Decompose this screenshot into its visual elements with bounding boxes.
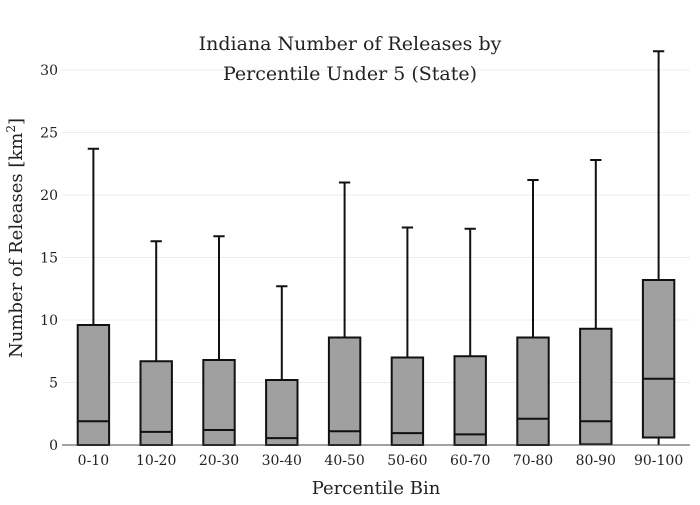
iqr-box <box>641 279 676 439</box>
x-tick-label: 40-50 <box>324 453 364 469</box>
x-tick-label: 30-40 <box>262 453 302 469</box>
x-tick-label: 80-90 <box>576 453 616 469</box>
iqr-box <box>453 355 487 446</box>
box-plot-item <box>516 179 550 446</box>
chart-title-line-1: Indiana Number of Releases by <box>199 33 502 55</box>
box-plot-item <box>327 181 362 446</box>
y-axis-title-main: Number of Releases [km <box>6 133 27 358</box>
y-tick-label: 5 <box>49 376 58 392</box>
x-tick-label: 70-80 <box>513 453 553 469</box>
chart-title-line-2: Percentile Under 5 (State) <box>223 63 477 85</box>
box-plot-item <box>265 285 299 446</box>
x-tick-labels: 0-10 10-20 20-30 30-40 40-50 50-60 60-70 70-80 8… <box>78 453 684 469</box>
iqr-box <box>265 379 299 446</box>
x-tick-label: 50-60 <box>387 453 427 469</box>
x-tick-label: 20-30 <box>199 453 239 469</box>
y-tick-labels: 0 5 10 15 20 25 30 <box>40 63 58 454</box>
box-plot-item <box>139 240 173 446</box>
iqr-box <box>579 327 613 446</box>
iqr-box <box>390 356 425 446</box>
x-tick-label: 0-10 <box>78 453 109 469</box>
y-tick-label: 10 <box>40 313 58 329</box>
box-plot-item <box>390 226 425 446</box>
x-tick-label: 10-20 <box>136 453 176 469</box>
y-axis-title-superscript: 2 <box>4 125 18 133</box>
box-series <box>76 50 676 446</box>
box-plot-item <box>453 227 487 446</box>
iqr-box <box>202 359 236 446</box>
y-tick-label: 25 <box>40 126 58 142</box>
y-axis-title: Number of Releases [km2] <box>4 118 27 358</box>
y-tick-label: 30 <box>40 63 58 79</box>
y-tick-label: 0 <box>49 438 58 454</box>
iqr-box <box>327 336 362 446</box>
y-tick-label: 20 <box>40 188 58 204</box>
x-tick-label: 90-100 <box>634 453 683 469</box>
box-plot-item <box>76 147 111 446</box>
box-plot-item <box>641 50 676 445</box>
iqr-box <box>516 336 550 446</box>
x-tick-label: 60-70 <box>450 453 490 469</box>
y-tick-label: 15 <box>40 251 58 267</box>
box-plot-item <box>202 235 236 446</box>
y-axis-title-close: ] <box>6 118 27 125</box>
box-plot-item <box>579 159 613 446</box>
iqr-box <box>76 324 111 446</box>
x-axis-title: Percentile Bin <box>312 478 441 499</box>
